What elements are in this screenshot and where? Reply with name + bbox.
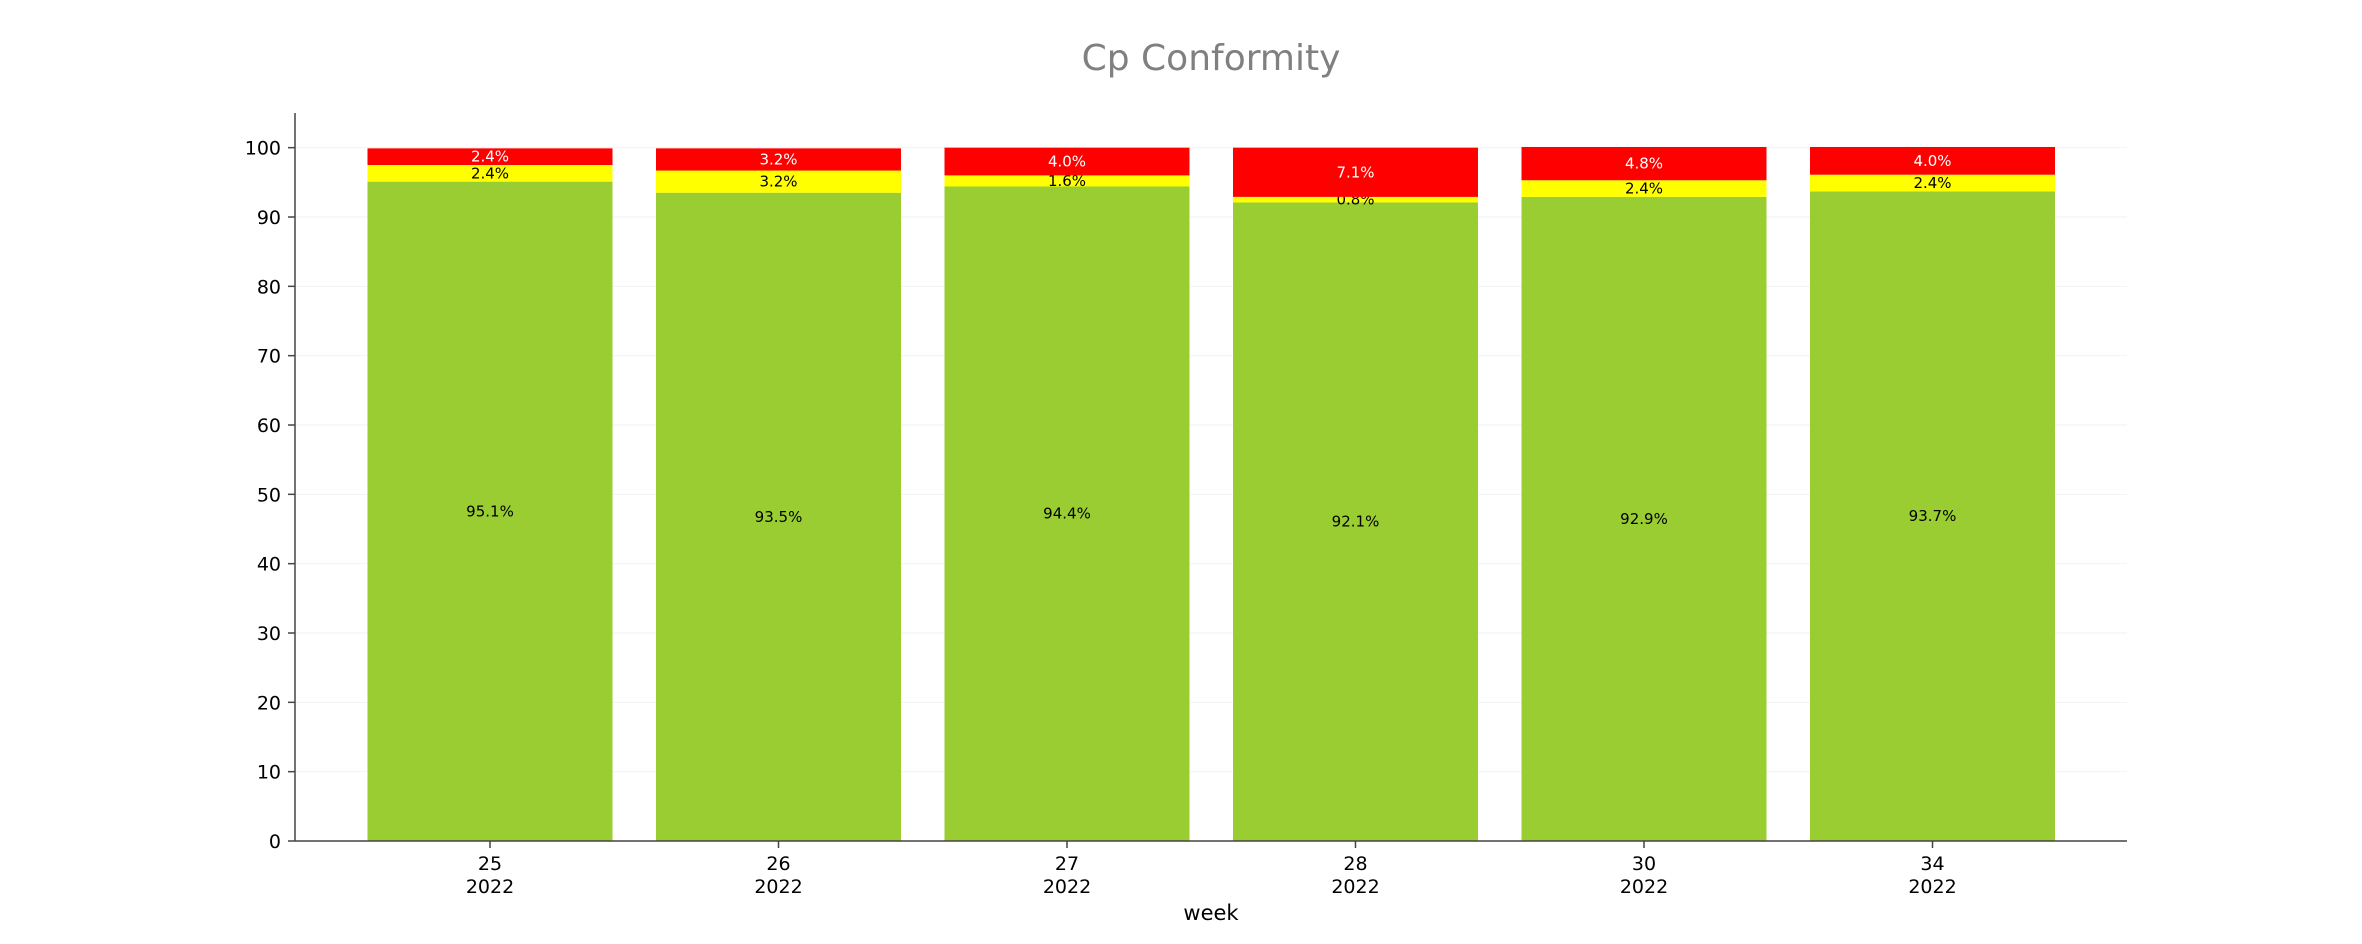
bar-segment xyxy=(1810,174,2055,192)
bar-segment xyxy=(1233,147,1478,197)
bar-segment xyxy=(944,147,1190,176)
data-label: 2.4% xyxy=(1625,180,1663,198)
y-ticks: 0 10 20 30 40 50 60 70 80 90 100 xyxy=(245,138,295,853)
bar-segment xyxy=(1521,180,1767,197)
x-tick-label-week: 30 xyxy=(1632,853,1656,875)
bar-segment xyxy=(1810,191,2055,841)
data-label: 4.0% xyxy=(1913,152,1951,170)
x-tick-label-year: 2022 xyxy=(1331,876,1379,898)
chart-title: Cp Conformity xyxy=(1082,38,1341,79)
bars: 95.1%2.4%2.4%93.5%3.2%3.2%94.4%1.6%4.0%9… xyxy=(367,146,2055,842)
bar-segment xyxy=(944,186,1190,841)
axes xyxy=(294,113,2127,842)
data-label: 94.4% xyxy=(1043,505,1091,523)
y-tick-label: 30 xyxy=(257,623,281,645)
bar-segment xyxy=(1521,196,1767,842)
x-tick-label-week: 34 xyxy=(1920,853,1944,875)
data-label: 2.4% xyxy=(1913,174,1951,192)
data-label: 2.4% xyxy=(471,148,509,166)
x-tick-label-week: 26 xyxy=(766,853,790,875)
x-tick-label-week: 28 xyxy=(1343,853,1367,875)
x-axis-label: week xyxy=(1183,901,1239,925)
data-label: 3.2% xyxy=(759,150,797,168)
bar-segment xyxy=(367,165,613,182)
data-label: 3.2% xyxy=(759,173,797,191)
bar-segment xyxy=(1810,146,2055,175)
x-tick-label-week: 25 xyxy=(478,853,502,875)
bar-segment xyxy=(1521,146,1767,181)
y-tick-label: 50 xyxy=(257,484,281,506)
x-tick-label-year: 2022 xyxy=(466,876,514,898)
bar-segment xyxy=(656,170,901,193)
bar-segment xyxy=(656,192,901,841)
data-label: 1.6% xyxy=(1048,172,1086,190)
x-tick-label-week: 27 xyxy=(1055,853,1079,875)
y-tick-label: 90 xyxy=(257,207,281,229)
bar-segment xyxy=(367,181,613,841)
x-tick-label-year: 2022 xyxy=(754,876,802,898)
bar-segment xyxy=(1233,196,1478,203)
bar-segment xyxy=(1233,202,1478,841)
data-label: 93.5% xyxy=(755,508,803,526)
data-label: 2.4% xyxy=(471,164,509,182)
data-label: 93.7% xyxy=(1909,507,1957,525)
y-tick-label: 40 xyxy=(257,554,281,576)
data-label: 4.0% xyxy=(1048,153,1086,171)
y-tick-label: 70 xyxy=(257,346,281,368)
bar-segment xyxy=(944,175,1190,187)
x-tick-label-year: 2022 xyxy=(1908,876,1956,898)
y-tick-label: 60 xyxy=(257,415,281,437)
data-label: 92.1% xyxy=(1332,513,1380,531)
data-label: 95.1% xyxy=(466,502,514,520)
x-tick-label-year: 2022 xyxy=(1620,876,1668,898)
data-label: 4.8% xyxy=(1625,155,1663,173)
y-tick-label: 100 xyxy=(245,138,281,160)
bar-segment xyxy=(367,148,613,165)
bar-segment xyxy=(656,148,901,171)
data-label: 7.1% xyxy=(1336,163,1374,181)
y-tick-label: 10 xyxy=(257,762,281,784)
y-tick-label: 20 xyxy=(257,692,281,714)
y-tick-label: 0 xyxy=(269,831,281,853)
data-label: 92.9% xyxy=(1620,510,1668,528)
x-tick-label-year: 2022 xyxy=(1043,876,1091,898)
y-tick-label: 80 xyxy=(257,276,281,298)
